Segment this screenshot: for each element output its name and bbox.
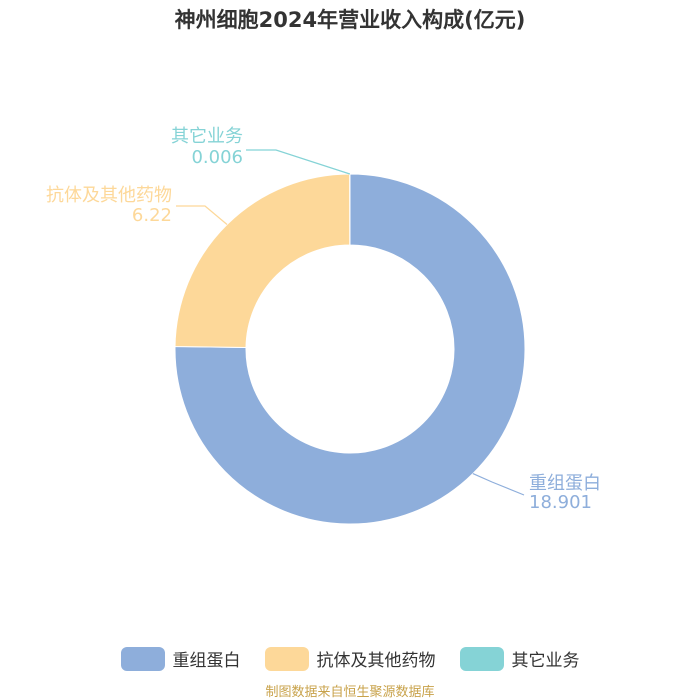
- leader-line-antibody-drugs: [176, 205, 228, 225]
- legend-swatch: [264, 646, 309, 671]
- slice-recombinant-protein[interactable]: [174, 173, 526, 525]
- slice-label-other-business: 其它业务: [171, 126, 243, 147]
- chart-legend: 重组蛋白 抗体及其他药物 其它业务: [0, 646, 700, 671]
- chart-title: 神州细胞2024年营业收入构成(亿元): [174, 8, 526, 32]
- legend-label: 重组蛋白: [172, 651, 241, 671]
- slice-value-recombinant-protein: 18.901: [529, 492, 592, 513]
- slice-value-other-business: 0.006: [191, 147, 243, 168]
- legend-label: 其它业务: [511, 651, 580, 671]
- legend-item-recombinant-protein[interactable]: 重组蛋白: [120, 646, 241, 671]
- legend-item-antibody-drugs[interactable]: 抗体及其他药物: [264, 646, 436, 671]
- legend-swatch: [120, 646, 165, 671]
- data-source-note: 制图数据来自恒生聚源数据库: [265, 685, 435, 700]
- slice-antibody-drugs[interactable]: [174, 173, 351, 349]
- leader-line-other-business: [246, 149, 351, 175]
- leader-line-recombinant-protein: [472, 473, 525, 496]
- slice-value-antibody-drugs: 6.22: [132, 205, 172, 226]
- legend-label: 抗体及其他药物: [316, 651, 436, 671]
- legend-swatch: [459, 646, 504, 671]
- slice-label-antibody-drugs: 抗体及其他药物: [46, 185, 172, 206]
- legend-item-other-business[interactable]: 其它业务: [459, 646, 580, 671]
- slice-label-recombinant-protein: 重组蛋白: [529, 473, 601, 494]
